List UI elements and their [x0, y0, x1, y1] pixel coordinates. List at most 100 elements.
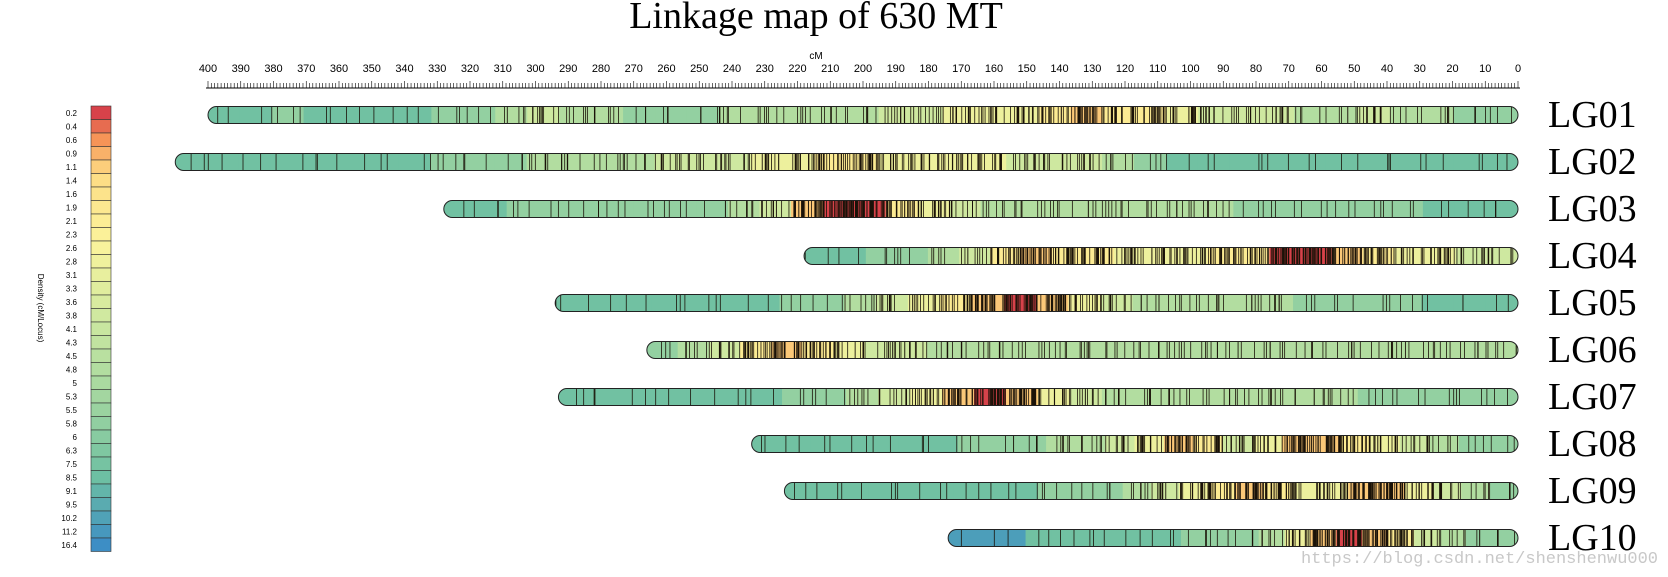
density-segment	[1453, 388, 1487, 406]
density-segment	[1299, 341, 1332, 359]
density-segment	[1422, 200, 1456, 218]
density-segment	[622, 388, 655, 406]
legend-swatch	[90, 524, 112, 539]
density-segment	[759, 200, 792, 218]
x-tick-label: 170	[952, 63, 970, 75]
legend-swatch	[90, 132, 112, 147]
density-segment	[686, 106, 720, 124]
marker-lines	[190, 153, 1508, 171]
density-segment	[1454, 200, 1487, 218]
legend-title: Density (cM/Locus)	[36, 274, 45, 343]
linkage-group-label: LG08	[1548, 423, 1637, 465]
x-tick-label: 90	[1217, 63, 1229, 75]
legend-level-label: 6	[73, 433, 78, 442]
density-segment	[559, 106, 592, 124]
legend-level-label: 5.5	[66, 406, 78, 415]
density-segment	[1232, 529, 1260, 547]
density-segment	[1293, 294, 1326, 312]
chromosome-outline	[174, 153, 1519, 171]
density-segment	[812, 482, 842, 500]
marker-lines	[576, 388, 1508, 406]
density-segment	[1421, 153, 1455, 171]
density-segment	[1016, 435, 1047, 453]
density-segment	[804, 247, 836, 265]
density-segment	[335, 106, 369, 124]
density-segment	[1051, 341, 1083, 359]
density-segment	[1122, 482, 1152, 500]
density-segment	[1075, 435, 1106, 453]
density-segment	[750, 388, 783, 406]
density-segment	[1485, 153, 1518, 171]
watermark-text: https://blog.csdn.net/shenshenwu000	[1301, 550, 1658, 569]
x-tick-label: 390	[232, 63, 250, 75]
density-segment	[895, 341, 928, 359]
density-segment	[1229, 153, 1263, 171]
density-segment	[782, 106, 816, 124]
density-segment	[590, 153, 624, 171]
legend-level-label: 1.6	[66, 190, 78, 199]
density-segment	[1132, 294, 1166, 312]
density-segment	[555, 294, 588, 312]
legend-swatch	[90, 159, 112, 174]
density-segment	[846, 106, 880, 124]
density-segment	[651, 294, 684, 312]
density-segment	[1261, 388, 1295, 406]
legend-level-label: 0.9	[66, 149, 78, 158]
linkage-group-lg05: LG05	[554, 282, 1637, 324]
density-segment	[1357, 294, 1390, 312]
density-segment	[974, 153, 1007, 171]
density-legend: 0.2 0.4 0.6 0.9 1.1 1.4 1.6 1.9 2.1 2.3 2.6 2.8 3.1 3…	[61, 105, 112, 552]
density-segment	[463, 106, 496, 124]
density-segment	[782, 388, 815, 406]
marker-lines	[794, 482, 1515, 500]
density-segment	[898, 435, 929, 453]
legend-level-label: 2.8	[66, 257, 78, 266]
density-segment	[366, 153, 400, 171]
legend-level-label: 3.8	[66, 311, 78, 320]
x-tick-label: 40	[1381, 63, 1393, 75]
density-segment	[715, 294, 749, 312]
density-segment	[750, 106, 784, 124]
legend-level-label: 0.2	[66, 109, 78, 118]
density-segment	[864, 341, 897, 359]
density-segment	[751, 435, 782, 453]
chromosome-outline	[443, 200, 1519, 218]
x-tick-label: 190	[887, 63, 905, 75]
density-segment	[1144, 341, 1177, 359]
chromosome-outline	[557, 388, 1519, 406]
density-segment	[869, 435, 900, 453]
density-segment	[686, 388, 719, 406]
density-segment	[558, 153, 592, 171]
density-segment	[1461, 482, 1491, 500]
density-segment	[238, 153, 272, 171]
density-segment	[1325, 106, 1359, 124]
density-segment	[987, 435, 1018, 453]
density-segment	[1170, 200, 1203, 218]
linkage-group-lg09: LG09	[783, 470, 1637, 512]
density-segment	[949, 200, 982, 218]
density-segment	[1166, 153, 1199, 171]
density-segment	[1421, 388, 1455, 406]
density-segment	[1222, 435, 1254, 453]
density-segment	[1038, 153, 1071, 171]
density-segment	[1331, 247, 1364, 265]
density-segment	[1206, 529, 1234, 547]
density-segment	[810, 435, 841, 453]
density-segment	[677, 341, 710, 359]
legend-swatch	[90, 281, 112, 296]
density-segment	[430, 153, 464, 171]
x-tick-label: 290	[559, 63, 577, 75]
x-tick-label: 60	[1315, 63, 1327, 75]
density-segment	[1486, 341, 1518, 359]
linkage-group-lg07: LG07	[557, 376, 1637, 418]
linkage-group-label: LG09	[1548, 470, 1637, 512]
density-segment	[1009, 482, 1039, 500]
density-segment	[1485, 294, 1518, 312]
legend-level-label: 4.8	[66, 365, 78, 374]
density-segment	[834, 247, 867, 265]
density-segment	[928, 435, 959, 453]
legend-swatch	[90, 537, 112, 552]
x-tick-label: 160	[985, 63, 1003, 75]
legend-level-label: 4.1	[66, 325, 78, 334]
legend-swatch	[90, 416, 112, 431]
